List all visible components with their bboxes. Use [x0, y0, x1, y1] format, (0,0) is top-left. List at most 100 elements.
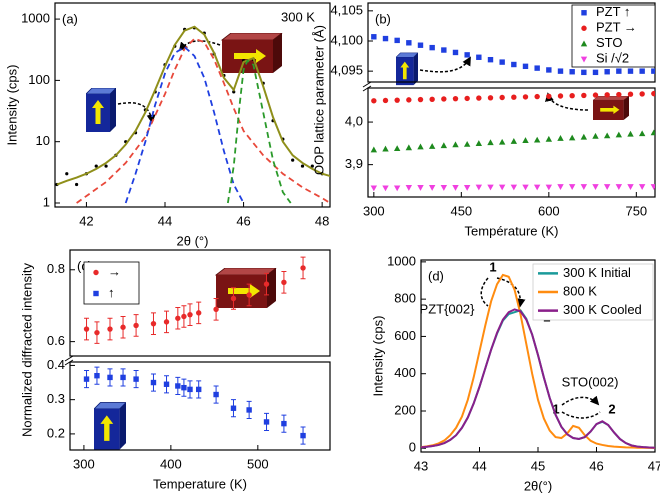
marker	[382, 145, 389, 152]
y-tick-label: 0	[409, 440, 416, 455]
series-line	[226, 59, 292, 204]
panel-label: (b)	[375, 11, 391, 26]
x-tick-label: 47	[648, 458, 660, 473]
y-axis-label: Normalized diffracted intensity	[19, 263, 34, 437]
marker	[370, 146, 378, 153]
marker	[187, 311, 193, 318]
marker	[393, 185, 401, 192]
marker	[429, 44, 435, 51]
y-tick-label: 400	[394, 365, 416, 380]
legend-label: PZT →	[596, 20, 637, 35]
marker	[417, 143, 424, 150]
legend-swatch	[581, 10, 587, 16]
marker	[187, 386, 193, 393]
y-tick-label: 0.3	[47, 391, 65, 406]
data-point	[291, 158, 295, 162]
marker	[616, 68, 622, 74]
marker	[452, 141, 459, 148]
marker	[300, 265, 306, 271]
annotation: PZT{002}	[420, 301, 476, 316]
marker	[511, 94, 517, 100]
x-tick-label: 300	[363, 203, 385, 218]
marker	[604, 92, 610, 98]
marker	[246, 407, 252, 413]
axis-break	[64, 355, 74, 366]
decorations	[86, 33, 630, 451]
marker	[94, 329, 100, 336]
annotation: 1	[552, 401, 559, 416]
marker	[581, 92, 587, 99]
marker	[441, 47, 447, 53]
series-line	[421, 308, 655, 449]
legend-label: ↑	[108, 285, 115, 300]
marker	[150, 320, 157, 327]
x-tick-label: 44	[158, 213, 172, 228]
marker	[452, 185, 459, 191]
series-line	[76, 37, 330, 204]
marker	[213, 391, 219, 398]
marker	[580, 133, 588, 140]
marker	[175, 315, 181, 321]
legend-label: PZT ↑	[596, 4, 630, 19]
marker	[522, 137, 529, 143]
marker	[440, 185, 448, 191]
axis-break	[362, 81, 372, 92]
marker	[580, 184, 588, 190]
annotation: 2	[608, 401, 615, 416]
marker	[651, 90, 655, 97]
marker	[638, 184, 646, 190]
y-tick-label: 0.4	[47, 357, 65, 372]
marker	[246, 292, 252, 298]
legend-swatch	[580, 56, 588, 63]
series	[76, 37, 330, 204]
marker	[300, 432, 306, 439]
marker	[487, 184, 494, 191]
series	[421, 273, 655, 449]
marker	[463, 141, 471, 147]
panel-label: (a)	[62, 11, 78, 26]
marker	[382, 97, 389, 104]
legend-label: 300 K Initial	[563, 265, 631, 280]
marker	[370, 185, 378, 192]
marker	[639, 68, 645, 74]
legend: 300 K Initial 800 K 300 K Cooled	[532, 263, 654, 321]
marker	[510, 184, 518, 191]
series	[371, 34, 655, 76]
y-tick-label: 4,100	[330, 32, 363, 47]
x-tick-label: 42	[79, 213, 93, 228]
panel-label: (d)	[428, 268, 444, 283]
marker	[511, 61, 517, 68]
marker	[464, 95, 470, 102]
marker	[371, 98, 377, 104]
series	[226, 59, 292, 204]
marker	[476, 54, 482, 60]
legend-swatch	[93, 269, 99, 276]
legend-label: →	[108, 264, 121, 279]
marker	[120, 324, 126, 330]
marker	[476, 95, 482, 101]
series	[83, 366, 306, 445]
y-tick-label: 0.2	[47, 425, 65, 440]
marker	[592, 184, 599, 190]
marker	[281, 420, 287, 427]
legend-swatch	[581, 25, 587, 31]
marker	[487, 95, 494, 101]
marker	[417, 96, 424, 103]
x-axis-label: Temperature (K)	[153, 476, 247, 491]
marker	[163, 381, 170, 387]
marker	[545, 135, 553, 142]
legend-label: STO	[596, 35, 623, 50]
marker	[557, 93, 564, 99]
marker	[545, 184, 553, 191]
marker	[452, 49, 459, 56]
y-tick-label: 600	[394, 328, 416, 343]
x-tick-label: 48	[315, 213, 329, 228]
legend-label: 800 K	[563, 283, 597, 298]
marker	[557, 68, 564, 74]
plot-frame	[54, 2, 331, 208]
marker	[568, 134, 576, 141]
marker	[405, 144, 413, 151]
x-tick-label: 46	[236, 213, 250, 228]
marker	[475, 184, 483, 191]
